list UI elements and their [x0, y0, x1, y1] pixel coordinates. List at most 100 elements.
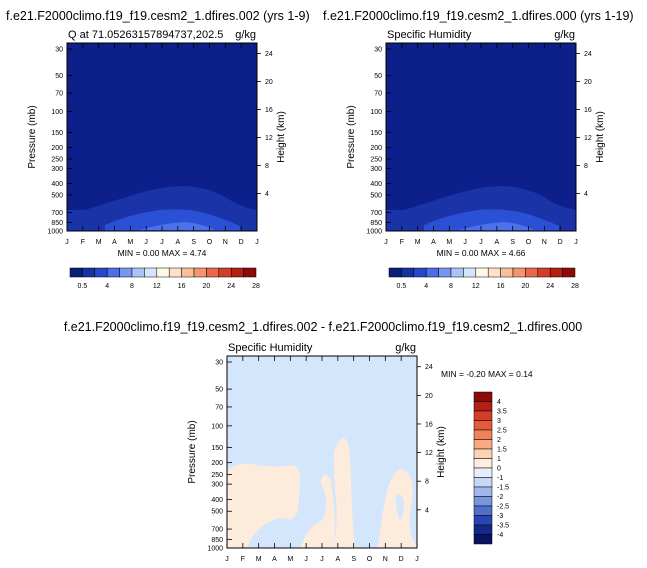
- min-max: MIN = 0.00 MAX = 4.74: [118, 248, 207, 258]
- colorbar-swatch: [500, 267, 514, 278]
- y-tick-label: 1000: [366, 229, 382, 236]
- y-tick-label: 30: [374, 47, 382, 54]
- colorbar-label: 8: [449, 283, 453, 290]
- unit-label: g/kg: [554, 29, 575, 41]
- y-tick-label: 400: [211, 497, 223, 504]
- x-tick-label: D: [239, 239, 244, 246]
- y-tick-label: 50: [374, 73, 382, 80]
- x-tick-label: A: [494, 239, 499, 246]
- colorbar-swatch: [473, 420, 493, 431]
- colorbar-swatch: [525, 267, 539, 278]
- colorbar-label: -3: [497, 513, 503, 520]
- y-tick-label: 300: [370, 166, 382, 173]
- x-tick-label: O: [207, 239, 213, 246]
- x-tick-label: J: [463, 239, 467, 246]
- colorbar-swatch: [562, 267, 576, 278]
- x-tick-label: F: [241, 556, 245, 563]
- x-tick-label: S: [510, 239, 515, 246]
- panel-title: f.e21.F2000climo.f19_f19.cesm2_1.dfires.…: [6, 9, 310, 23]
- colorbar-swatch: [473, 515, 493, 526]
- colorbar-label: 24: [546, 283, 554, 290]
- x-tick-label: M: [415, 239, 421, 246]
- colorbar-swatch: [537, 267, 551, 278]
- colorbar-label: 28: [571, 283, 579, 290]
- colorbar-swatch: [425, 267, 439, 278]
- colorbar-label: 3: [497, 418, 501, 425]
- colorbar-label: -3.5: [497, 523, 509, 530]
- colorbar-label: 2.5: [497, 428, 507, 435]
- colorbar-label: 0: [497, 466, 501, 473]
- x-tick-label: J: [384, 239, 388, 246]
- colorbar-swatch: [487, 267, 501, 278]
- colorbar-swatch: [119, 267, 133, 278]
- colorbar-swatch: [473, 505, 493, 516]
- y-ticks: 30 50 70 100 150 200 250 300 400 500 700 850 1000: [47, 47, 72, 236]
- colorbar-swatch: [473, 439, 493, 450]
- y-tick-label: 500: [370, 193, 382, 200]
- colorbar-swatch: [438, 267, 452, 278]
- y-tick-label: 300: [211, 482, 223, 489]
- y-tick-label: 850: [51, 220, 63, 227]
- colorbar-swatch: [82, 267, 96, 278]
- x-tick-label: O: [526, 239, 532, 246]
- panel-difference: f.e21.F2000climo.f19_f19.cesm2_1.dfires.…: [64, 320, 582, 563]
- y2-tick-label: 4: [265, 191, 269, 198]
- colorbar-label: 1.5: [497, 447, 507, 454]
- colorbar-swatch: [193, 267, 207, 278]
- colorbar-swatch: [131, 267, 145, 278]
- y-tick-label: 200: [51, 145, 63, 152]
- y-tick-label: 700: [51, 210, 63, 217]
- x-tick-label: A: [431, 239, 436, 246]
- colorbar: 0.5 4 8 12 16 20 24 28: [388, 267, 579, 290]
- colorbar-swatch: [388, 267, 402, 278]
- y-tick-label: 100: [211, 423, 223, 430]
- y-tick-label: 500: [211, 509, 223, 516]
- x-tick-label: N: [542, 239, 547, 246]
- colorbar-swatch: [473, 477, 493, 488]
- y-tick-label: 50: [55, 73, 63, 80]
- colorbar-swatch: [473, 410, 493, 421]
- y2-tick-label: 4: [584, 191, 588, 198]
- y-tick-label: 30: [215, 360, 223, 367]
- y2-axis-label: Height (km): [276, 111, 287, 163]
- y2-tick-label: 24: [584, 51, 592, 58]
- y2-tick-label: 12: [265, 135, 273, 142]
- y2-axis-label: Height (km): [595, 111, 606, 163]
- x-tick-label: J: [225, 556, 229, 563]
- y-tick-label: 400: [370, 181, 382, 188]
- colorbar-swatch: [473, 458, 493, 469]
- colorbar-swatch: [473, 401, 493, 412]
- left-label: Q at 71.05263157894737,202.5: [68, 29, 223, 41]
- y-tick-label: 1000: [207, 546, 223, 553]
- y2-tick-label: 12: [425, 450, 433, 457]
- y-tick-label: 250: [211, 472, 223, 479]
- colorbar-label: 4: [424, 283, 428, 290]
- colorbar-swatch: [473, 429, 493, 440]
- y2-tick-label: 8: [265, 163, 269, 170]
- x-tick-label: F: [81, 239, 85, 246]
- y2-tick-label: 4: [425, 507, 429, 514]
- y-axis-label: Pressure (mb): [187, 420, 198, 483]
- positive-anomaly-region: [227, 463, 300, 548]
- left-label: Specific Humidity: [228, 342, 313, 354]
- y2-tick-label: 8: [584, 163, 588, 170]
- panel-top-right: f.e21.F2000climo.f19_f19.cesm2_1.dfires.…: [323, 9, 634, 290]
- min-max: MIN = 0.00 MAX = 4.66: [437, 248, 526, 258]
- y-tick-label: 150: [211, 445, 223, 452]
- colorbar-swatch: [473, 496, 493, 507]
- colorbar-swatch: [473, 524, 493, 535]
- y2-tick-label: 24: [425, 364, 433, 371]
- y-tick-label: 1000: [47, 229, 63, 236]
- x-tick-label: M: [127, 239, 133, 246]
- colorbar-label: -1.5: [497, 485, 509, 492]
- colorbar-label: -2: [497, 494, 503, 501]
- panel-title: f.e21.F2000climo.f19_f19.cesm2_1.dfires.…: [64, 320, 582, 334]
- colorbar-label: 1: [497, 456, 501, 463]
- y-tick-label: 700: [370, 210, 382, 217]
- colorbar-swatch: [473, 534, 493, 545]
- y-tick-label: 850: [370, 220, 382, 227]
- colorbar-label: 0.5: [397, 283, 407, 290]
- y-tick-label: 250: [370, 157, 382, 164]
- colorbar-swatch: [94, 267, 108, 278]
- y2-tick-label: 20: [265, 79, 273, 86]
